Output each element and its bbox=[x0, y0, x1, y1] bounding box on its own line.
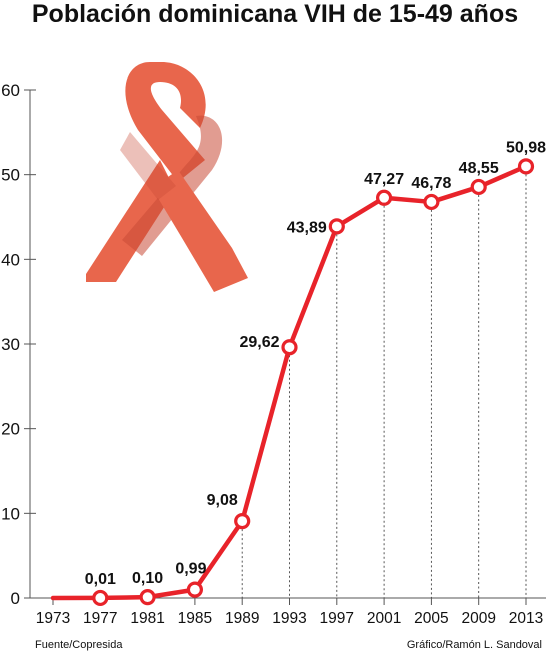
x-tick-label: 1973 bbox=[36, 610, 70, 627]
x-axis: 1973 1977 1981 1985 1989 1993 1997 2001 2005 2009… bbox=[36, 597, 546, 627]
x-tick-label: 1977 bbox=[83, 610, 117, 627]
data-point bbox=[423, 193, 440, 211]
x-tick-label: 2009 bbox=[461, 610, 495, 627]
aids-ribbon-icon bbox=[86, 62, 248, 292]
data-label: 47,27 bbox=[364, 171, 404, 188]
x-tick-label: 1981 bbox=[130, 610, 164, 627]
x-tick-label: 1993 bbox=[272, 610, 306, 627]
y-tick-label: 20 bbox=[1, 420, 20, 439]
data-point bbox=[328, 218, 345, 235]
data-points bbox=[92, 158, 535, 607]
data-label: 46,78 bbox=[411, 175, 451, 192]
dotted-guides bbox=[241, 174, 527, 598]
y-tick-label: 10 bbox=[1, 504, 20, 523]
y-tick-label: 30 bbox=[1, 335, 20, 354]
data-point bbox=[186, 581, 203, 598]
data-label: 0,99 bbox=[175, 561, 206, 578]
credit-note: Gráfico/Ramón L. Sandoval bbox=[407, 639, 542, 651]
x-tick-label: 2013 bbox=[509, 610, 543, 627]
data-point bbox=[281, 339, 298, 356]
data-label: 29,62 bbox=[239, 334, 279, 351]
data-label: 9,08 bbox=[207, 492, 238, 509]
data-point bbox=[139, 589, 156, 606]
data-point bbox=[92, 589, 109, 607]
x-tick-label: 1985 bbox=[178, 610, 212, 627]
y-tick-label: 0 bbox=[11, 589, 20, 608]
data-point bbox=[376, 189, 393, 206]
data-point bbox=[517, 158, 535, 175]
y-tick-label: 50 bbox=[1, 166, 20, 185]
y-tick-label: 60 bbox=[1, 81, 20, 100]
x-tick-label: 2001 bbox=[367, 610, 401, 627]
data-label: 0,01 bbox=[85, 571, 116, 588]
x-tick-label: 1997 bbox=[320, 610, 354, 627]
x-tick-label: 1989 bbox=[225, 610, 259, 627]
data-label: 48,55 bbox=[459, 160, 499, 177]
y-tick-label: 40 bbox=[1, 250, 20, 269]
y-axis: 0 10 20 30 40 50 60 bbox=[1, 81, 36, 608]
data-point bbox=[234, 513, 251, 530]
source-note: Fuente/Copresida bbox=[35, 639, 123, 651]
x-tick-label: 2005 bbox=[414, 610, 448, 627]
data-labels: 0,01 0,10 0,99 9,08 29,62 43,89 47,27 46,78 48,5… bbox=[85, 139, 546, 588]
data-label: 43,89 bbox=[287, 219, 327, 236]
chart-title: Población dominicana VIH de 15-49 años bbox=[32, 0, 518, 28]
data-label: 50,98 bbox=[506, 139, 546, 156]
data-label: 0,10 bbox=[132, 570, 163, 587]
data-point bbox=[470, 178, 487, 196]
